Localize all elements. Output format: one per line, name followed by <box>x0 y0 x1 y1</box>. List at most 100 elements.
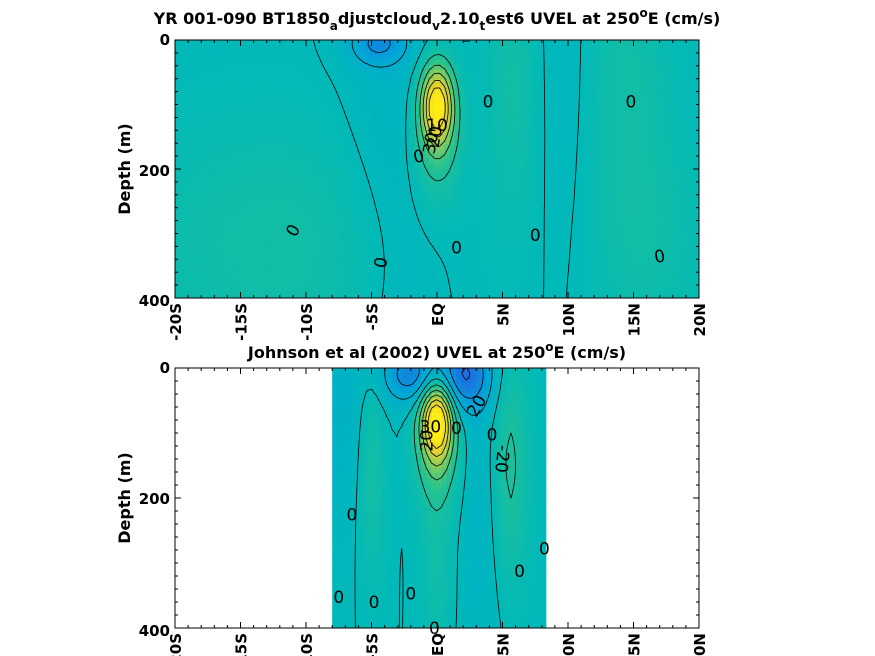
heatmap-cell <box>384 129 391 135</box>
heatmap-cell <box>599 129 605 135</box>
heatmap-cell <box>224 149 231 155</box>
heatmap-cell <box>274 193 281 200</box>
heatmap-cell <box>399 119 406 125</box>
heatmap-cell <box>599 258 605 264</box>
heatmap-cell <box>609 134 615 140</box>
heatmap-cell <box>534 213 540 220</box>
heatmap-cell <box>629 99 635 106</box>
heatmap-cell <box>559 243 565 249</box>
heatmap-cell <box>384 198 391 205</box>
heatmap-cell <box>254 243 261 249</box>
heatmap-cell <box>384 263 391 269</box>
heatmap-cell <box>359 178 366 185</box>
heatmap-cell <box>534 119 540 125</box>
heatmap-cell <box>219 263 226 269</box>
heatmap-cell <box>579 253 585 259</box>
heatmap-cell <box>489 64 495 71</box>
heatmap-cell <box>694 74 699 81</box>
heatmap-cell <box>175 89 181 96</box>
heatmap-cell <box>539 139 545 145</box>
heatmap-cell <box>654 89 660 96</box>
heatmap-cell <box>614 119 620 125</box>
heatmap-cell <box>309 59 316 66</box>
heatmap-cell <box>589 173 595 180</box>
heatmap-cell <box>369 213 376 220</box>
heatmap-cell <box>459 198 466 205</box>
heatmap-cell <box>444 173 451 180</box>
heatmap-cell <box>449 124 456 130</box>
heatmap-cell <box>519 173 525 180</box>
heatmap-cell <box>294 114 301 120</box>
heatmap-cell <box>219 223 226 230</box>
heatmap-cell <box>449 119 456 125</box>
heatmap-cell <box>399 49 406 56</box>
heatmap-cell <box>604 99 610 106</box>
heatmap-cell <box>429 129 436 135</box>
heatmap-cell <box>534 94 540 101</box>
heatmap-cell <box>594 203 600 210</box>
heatmap-cell <box>199 129 206 135</box>
heatmap-cell <box>189 144 196 150</box>
heatmap-cell <box>344 74 351 81</box>
heatmap-cell <box>249 114 256 120</box>
heatmap-cell <box>544 268 550 274</box>
heatmap-cell <box>474 109 481 116</box>
heatmap-cell <box>669 169 675 175</box>
heatmap-cell <box>694 119 699 125</box>
heatmap-cell <box>279 44 286 51</box>
heatmap-cell <box>359 54 366 61</box>
heatmap-cell <box>654 164 660 170</box>
heatmap-cell <box>604 109 610 116</box>
heatmap-cell <box>269 208 276 215</box>
heatmap-cell <box>334 89 341 96</box>
heatmap-cell <box>419 54 426 61</box>
heatmap-cell <box>284 134 291 140</box>
heatmap-cell <box>399 44 406 51</box>
heatmap-cell <box>569 213 575 220</box>
heatmap-cell <box>644 49 650 56</box>
heatmap-cell <box>629 134 635 140</box>
heatmap-cell <box>564 223 570 230</box>
heatmap-cell <box>224 99 231 106</box>
heatmap-cell <box>254 258 261 264</box>
heatmap-cell <box>284 79 291 86</box>
heatmap-cell <box>549 223 555 230</box>
heatmap-cell <box>229 104 236 111</box>
heatmap-cell <box>544 253 550 259</box>
heatmap-cell <box>554 79 560 86</box>
heatmap-cell <box>554 193 560 200</box>
heatmap-cell <box>209 213 216 220</box>
heatmap-cell <box>394 188 401 195</box>
heatmap-cell <box>514 164 520 170</box>
heatmap-cell <box>679 208 685 215</box>
heatmap-cell <box>464 203 471 210</box>
heatmap-cell <box>434 164 441 170</box>
heatmap-cell <box>684 233 690 240</box>
heatmap-cell <box>379 164 386 170</box>
heatmap-cell <box>659 213 665 220</box>
heatmap-cell <box>329 109 336 116</box>
heatmap-cell <box>374 44 381 51</box>
heatmap-cell <box>279 40 286 46</box>
heatmap-cell <box>559 109 565 116</box>
heatmap-cell <box>175 40 181 46</box>
heatmap-cell <box>639 149 645 155</box>
heatmap-cell <box>394 193 401 200</box>
heatmap-cell <box>429 203 436 210</box>
heatmap-cell <box>489 49 495 56</box>
heatmap-cell <box>374 228 381 235</box>
heatmap-cell <box>419 104 426 111</box>
heatmap-cell <box>249 164 256 170</box>
heatmap-cell <box>379 74 386 81</box>
heatmap-cell <box>364 54 371 61</box>
heatmap-cell <box>299 273 306 279</box>
heatmap-cell <box>349 69 356 76</box>
heatmap-cell <box>404 69 411 76</box>
heatmap-cell <box>399 218 406 225</box>
heatmap-cell <box>214 258 221 264</box>
heatmap-cell <box>274 94 281 101</box>
heatmap-cell <box>184 188 191 195</box>
heatmap-cell <box>289 104 296 111</box>
heatmap-cell <box>614 114 620 120</box>
heatmap-cell <box>244 258 251 264</box>
